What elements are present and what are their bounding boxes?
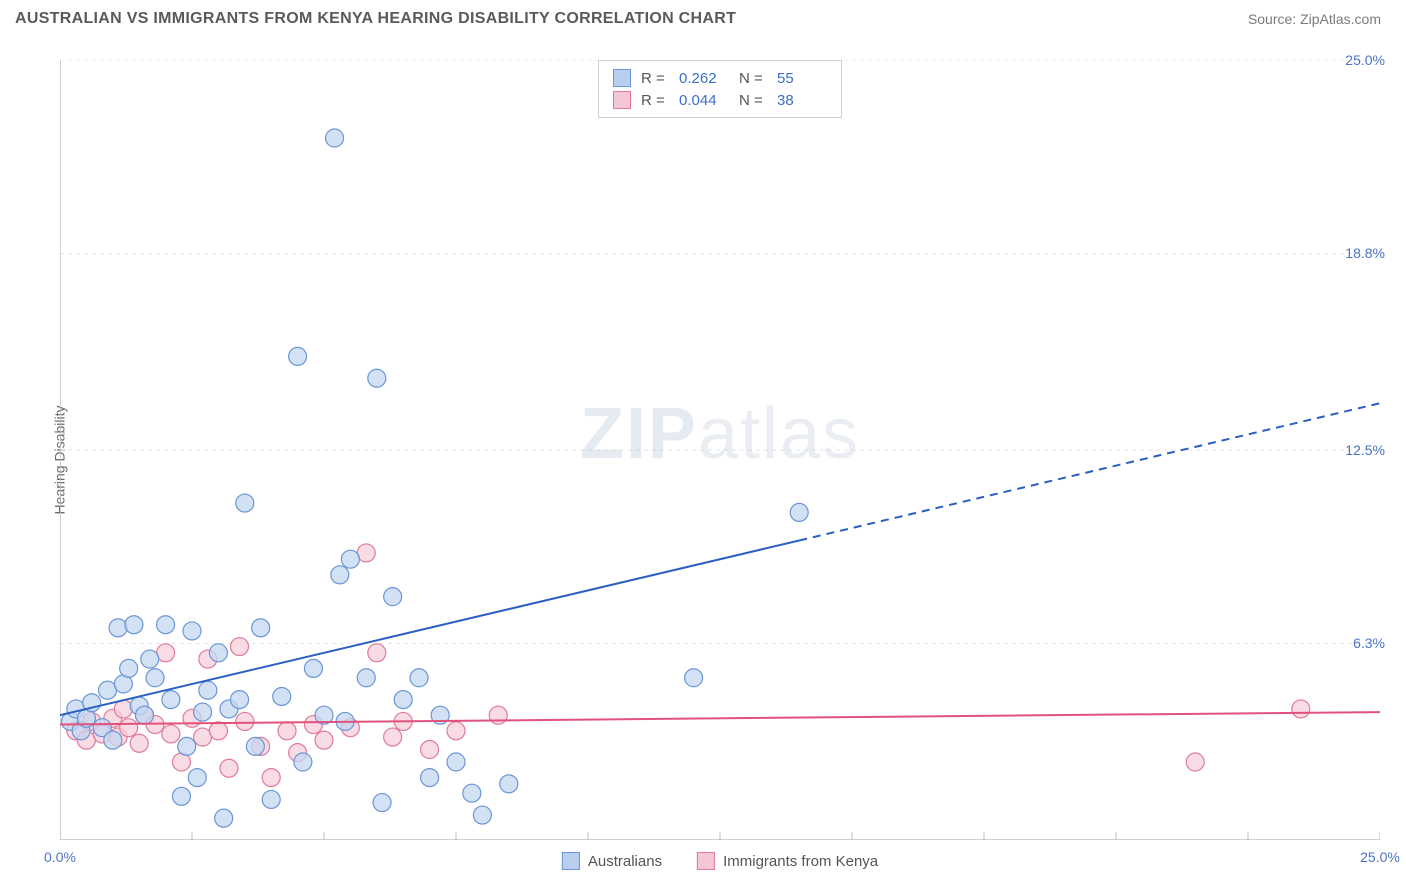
swatch-series-1 [613, 91, 631, 109]
series-legend: Australians Immigrants from Kenya [562, 852, 878, 870]
swatch-australians [562, 852, 580, 870]
r-label: R = [641, 92, 669, 109]
legend-row: R = 0.262 N = 55 [613, 67, 827, 89]
n-value-1: 38 [777, 92, 827, 109]
legend-label-0: Australians [588, 853, 662, 870]
legend-row: R = 0.044 N = 38 [613, 89, 827, 111]
y-tick-label: 12.5% [1345, 442, 1385, 458]
y-tick-label: 6.3% [1353, 635, 1385, 651]
n-label: N = [739, 92, 767, 109]
chart-source: Source: ZipAtlas.com [1248, 11, 1381, 27]
x-axis-max-label: 25.0% [1360, 849, 1400, 865]
y-tick-label: 25.0% [1345, 52, 1385, 68]
r-label: R = [641, 70, 669, 87]
x-axis-min-label: 0.0% [44, 849, 76, 865]
correlation-legend: R = 0.262 N = 55 R = 0.044 N = 38 [598, 60, 842, 118]
scatter-chart-svg [60, 60, 1380, 840]
n-label: N = [739, 70, 767, 87]
swatch-series-0 [613, 69, 631, 87]
legend-item: Australians [562, 852, 662, 870]
legend-item: Immigrants from Kenya [697, 852, 878, 870]
y-tick-label: 18.8% [1345, 245, 1385, 261]
chart-container: Hearing Disability ZIPatlas R = 0.262 N … [15, 40, 1391, 880]
r-value-1: 0.044 [679, 92, 729, 109]
legend-label-1: Immigrants from Kenya [723, 853, 878, 870]
n-value-0: 55 [777, 70, 827, 87]
chart-title: AUSTRALIAN VS IMMIGRANTS FROM KENYA HEAR… [15, 10, 736, 28]
r-value-0: 0.262 [679, 70, 729, 87]
plot-area: ZIPatlas R = 0.262 N = 55 R = 0.044 N = … [60, 60, 1380, 840]
chart-header: AUSTRALIAN VS IMMIGRANTS FROM KENYA HEAR… [0, 0, 1406, 33]
swatch-kenya [697, 852, 715, 870]
